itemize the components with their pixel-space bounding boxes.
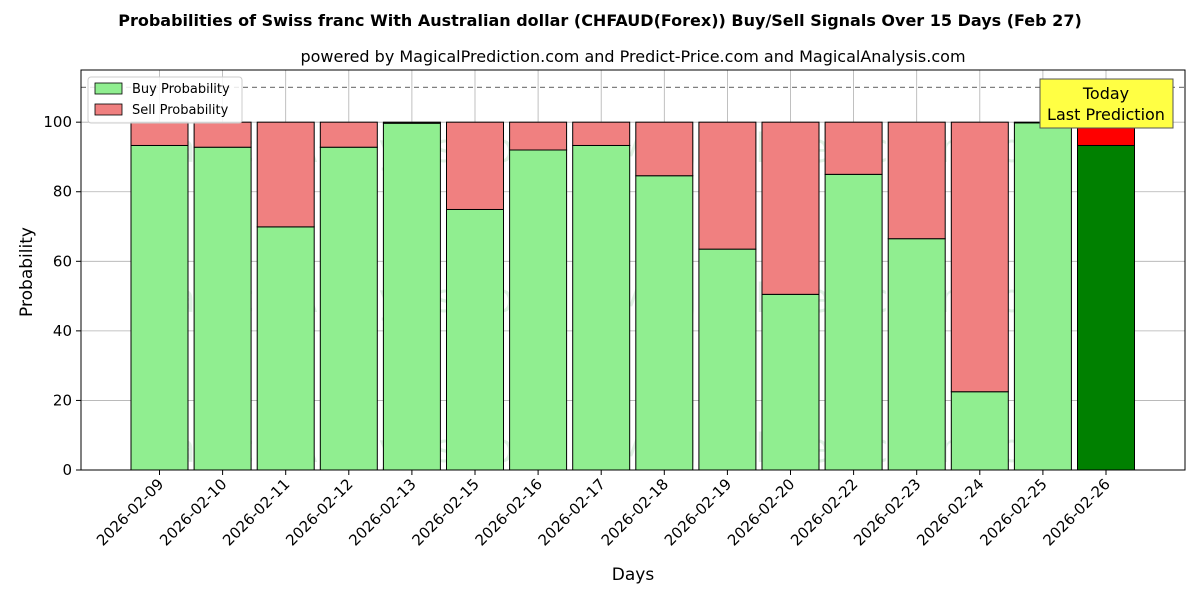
chart-subtitle: powered by MagicalPrediction.com and Pre… (300, 47, 965, 66)
x-tick-label: 2026-02-13 (345, 475, 419, 549)
bar-buy (382, 122, 441, 471)
bar-sell (698, 121, 757, 250)
legend: Buy Probability Sell Probability (87, 76, 243, 124)
bar-sell (509, 121, 568, 151)
bar-buy (635, 175, 694, 471)
x-axis-label: Days (612, 565, 655, 585)
bar-sell (130, 121, 189, 146)
x-tick-label: 2026-02-22 (787, 475, 861, 549)
bar-sell (950, 121, 1009, 393)
x-tick-label: 2026-02-12 (282, 475, 356, 549)
x-tick-label: 2026-02-09 (93, 475, 167, 549)
x-tick-label: 2026-02-16 (472, 475, 546, 549)
y-tick-label: 0 (62, 461, 72, 479)
bar-sell (887, 121, 946, 240)
x-tick-label: 2026-02-17 (535, 475, 609, 549)
today-annotation: Today Last Prediction (1039, 78, 1174, 129)
bar-sell (193, 121, 252, 148)
x-tick-label: 2026-02-26 (1039, 475, 1113, 549)
x-tick-label: 2026-02-20 (724, 475, 798, 549)
x-tick-label: 2026-02-23 (850, 475, 924, 549)
bar-buy (130, 144, 189, 471)
bar-buy (256, 226, 315, 471)
bar-buy (950, 391, 1009, 471)
bar-buy (193, 146, 252, 471)
bar-buy (509, 149, 568, 471)
y-tick-label: 100 (43, 113, 72, 131)
x-tick-label: 2026-02-18 (598, 475, 672, 549)
bar-buy (1013, 122, 1072, 471)
legend-swatch-sell (94, 103, 123, 116)
x-tick-label: 2026-02-11 (219, 475, 293, 549)
x-tick-label: 2026-02-25 (976, 475, 1050, 549)
bars (130, 121, 1135, 471)
bar-buy (1077, 144, 1135, 471)
bar-sell (572, 121, 631, 146)
x-axis-ticks: 2026-02-092026-02-102026-02-112026-02-12… (93, 470, 1114, 549)
x-tick-label: 2026-02-10 (156, 475, 230, 549)
bar-sell (824, 121, 883, 175)
bar-buy (824, 173, 883, 471)
y-tick-label: 60 (53, 252, 72, 270)
annotation-line-last-prediction: Last Prediction (1047, 105, 1165, 124)
y-tick-label: 20 (53, 391, 72, 409)
bar-sell (256, 121, 315, 228)
legend-swatch-buy (94, 82, 123, 95)
legend-label-sell: Sell Probability (132, 103, 229, 118)
bar-buy (572, 144, 631, 471)
bar-sell (761, 121, 820, 295)
x-tick-label: 2026-02-15 (408, 475, 482, 549)
legend-box (87, 76, 243, 124)
legend-label-buy: Buy Probability (132, 82, 230, 97)
bar-sell (319, 121, 378, 148)
bar-sell (446, 121, 504, 210)
y-tick-label: 40 (53, 322, 72, 340)
chart-title: Probabilities of Swiss franc With Austra… (118, 11, 1082, 30)
annotation-box (1039, 78, 1174, 129)
bar-sell (635, 121, 694, 177)
bar-buy (887, 238, 946, 471)
x-tick-label: 2026-02-24 (913, 475, 987, 549)
bar-buy (761, 293, 820, 471)
y-axis-ticks: 0 20 40 60 80 100 (43, 113, 81, 479)
bar-sell (382, 121, 441, 124)
x-tick-label: 2026-02-19 (661, 475, 735, 549)
bar-buy (446, 208, 504, 471)
annotation-line-today: Today (1082, 84, 1129, 103)
bar-buy (698, 248, 757, 471)
bar-buy (319, 146, 378, 471)
y-tick-label: 80 (53, 183, 72, 201)
y-axis-label: Probability (17, 227, 37, 317)
plot-frame (80, 69, 1186, 471)
